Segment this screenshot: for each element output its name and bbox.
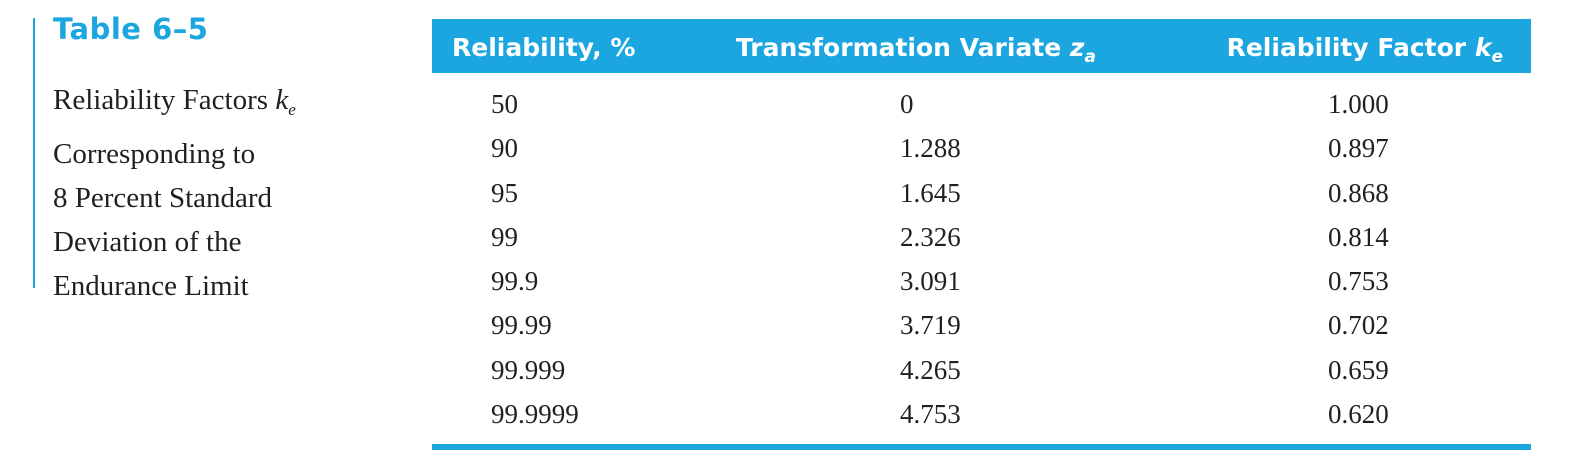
cell-reliability: 99 [491,221,518,252]
header-reliability-factor: Reliability Factor ke [1227,33,1503,67]
table-caption: Reliability Factors ke Corresponding to … [53,78,393,308]
cell-variate: 2.326 [900,221,961,252]
caption-line-3: 8 Percent Standard [53,182,273,214]
header-factor-text: Reliability Factor [1226,33,1475,62]
caption-symbol-k: k [275,84,289,116]
table-row: 99.9999 4.753 0.620 [432,395,1531,439]
cell-factor: 0.659 [1328,354,1389,385]
header-variate-subscript: a [1084,47,1096,67]
header-factor-subscript: e [1491,47,1503,67]
table-body: 50 0 1.000 90 1.288 0.897 95 1.645 0.868… [432,85,1531,439]
header-underline [432,72,1531,73]
table-row: 99.9 3.091 0.753 [432,262,1531,306]
cell-reliability: 99.999 [491,354,566,385]
cell-factor: 0.702 [1328,310,1389,341]
cell-variate: 3.091 [900,266,961,297]
cell-reliability: 50 [491,89,518,119]
caption-line-5: Endurance Limit [53,270,249,302]
table-row: 99.999 4.265 0.659 [432,351,1531,395]
header-transformation-variate: Transformation Variate za [736,33,1096,67]
table-bottom-rule [432,444,1531,450]
cell-variate: 4.265 [900,354,961,385]
caption-line-2: Corresponding to [53,138,256,170]
cell-variate: 1.645 [900,177,961,208]
table-row: 99 2.326 0.814 [432,218,1531,262]
table-row: 99.99 3.719 0.702 [432,306,1531,350]
cell-variate: 4.753 [900,399,961,430]
caption-line-4: Deviation of the [53,226,242,258]
data-table: Reliability, % Transformation Variate za… [432,19,1531,429]
cell-factor: 0.897 [1328,133,1389,164]
caption-symbol-subscript: e [288,100,296,119]
cell-factor: 0.753 [1328,266,1389,297]
header-variate-symbol: z [1069,33,1085,62]
cell-factor: 0.814 [1328,221,1389,252]
cell-variate: 1.288 [900,133,961,164]
table-header: Reliability, % Transformation Variate za… [432,19,1531,72]
cell-factor: 1.000 [1328,89,1389,119]
table-row: 50 0 1.000 [432,85,1531,129]
cell-reliability: 99.99 [491,310,552,341]
caption-line-1: Reliability Factors ke [53,78,393,132]
table-row: 95 1.645 0.868 [432,174,1531,218]
header-factor-symbol: k [1474,33,1492,62]
side-accent-rule [33,18,35,288]
cell-reliability: 90 [491,133,518,164]
caption-line-1-text: Reliability Factors [53,84,276,116]
cell-variate: 0 [900,89,914,119]
cell-factor: 0.868 [1328,177,1389,208]
table-row: 90 1.288 0.897 [432,129,1531,173]
cell-variate: 3.719 [900,310,961,341]
header-variate-text: Transformation Variate [736,33,1070,62]
table-number: Table 6–5 [53,12,209,46]
header-reliability: Reliability, % [452,33,636,62]
cell-reliability: 95 [491,177,518,208]
cell-reliability: 99.9999 [491,399,579,430]
cell-factor: 0.620 [1328,399,1389,430]
cell-reliability: 99.9 [491,266,539,297]
